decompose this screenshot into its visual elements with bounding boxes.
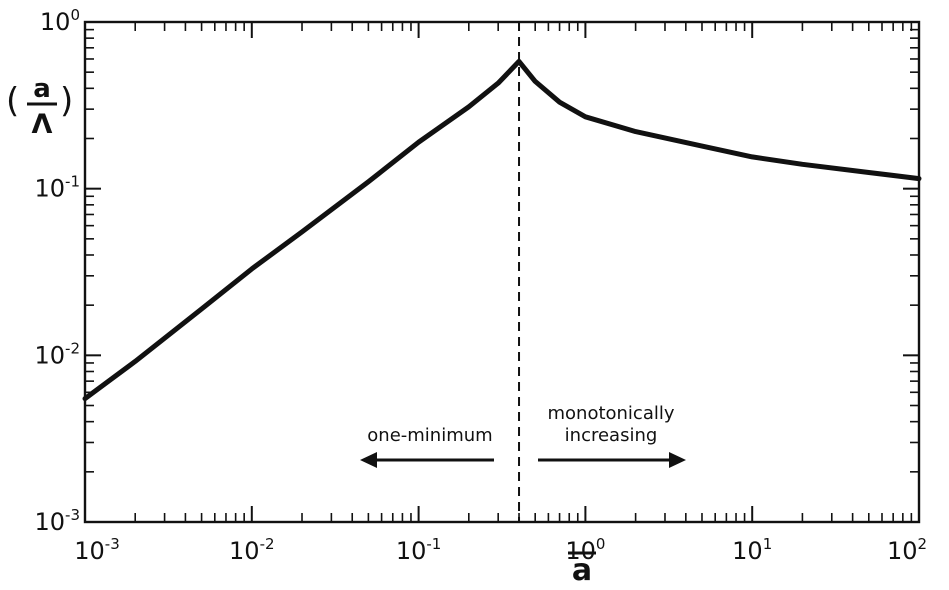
x-axis-label: a xyxy=(572,553,592,588)
right-arrow-head xyxy=(669,452,686,468)
y-axis-label-denominator: Λ xyxy=(32,109,53,140)
x-tick-label: 102 xyxy=(887,535,927,565)
annotation-monotonically: monotonically xyxy=(547,403,674,424)
y-axis-label-numerator: a xyxy=(33,74,51,104)
x-tick-label: 10-3 xyxy=(74,535,120,565)
plot-frame xyxy=(83,20,921,524)
annotation-increasing: increasing xyxy=(565,425,658,446)
annotation-one-minimum: one-minimum xyxy=(367,425,492,446)
left-arrow-head xyxy=(360,452,377,468)
x-tick-label: 10-2 xyxy=(229,535,275,565)
y-axis-label-open-paren: ( xyxy=(6,81,19,121)
series-line xyxy=(82,58,922,402)
y-axis-label-close-paren: ) xyxy=(60,81,73,121)
labels-group: 10-3 10-2 10-1 100 101 10210-310-210-1100a(aΛ… xyxy=(6,6,927,588)
y-tick-label: 10-2 xyxy=(34,339,80,369)
ticks-group xyxy=(84,21,920,523)
x-tick-label: 101 xyxy=(732,535,772,565)
y-tick-label: 10-3 xyxy=(34,506,80,536)
x-tick-label: 10-1 xyxy=(396,535,442,565)
y-tick-label: 100 xyxy=(40,6,80,36)
axes-group xyxy=(83,20,921,524)
x-tick-label: 100 xyxy=(565,535,605,565)
series-group xyxy=(82,58,922,402)
y-tick-label: 10-1 xyxy=(34,173,80,203)
